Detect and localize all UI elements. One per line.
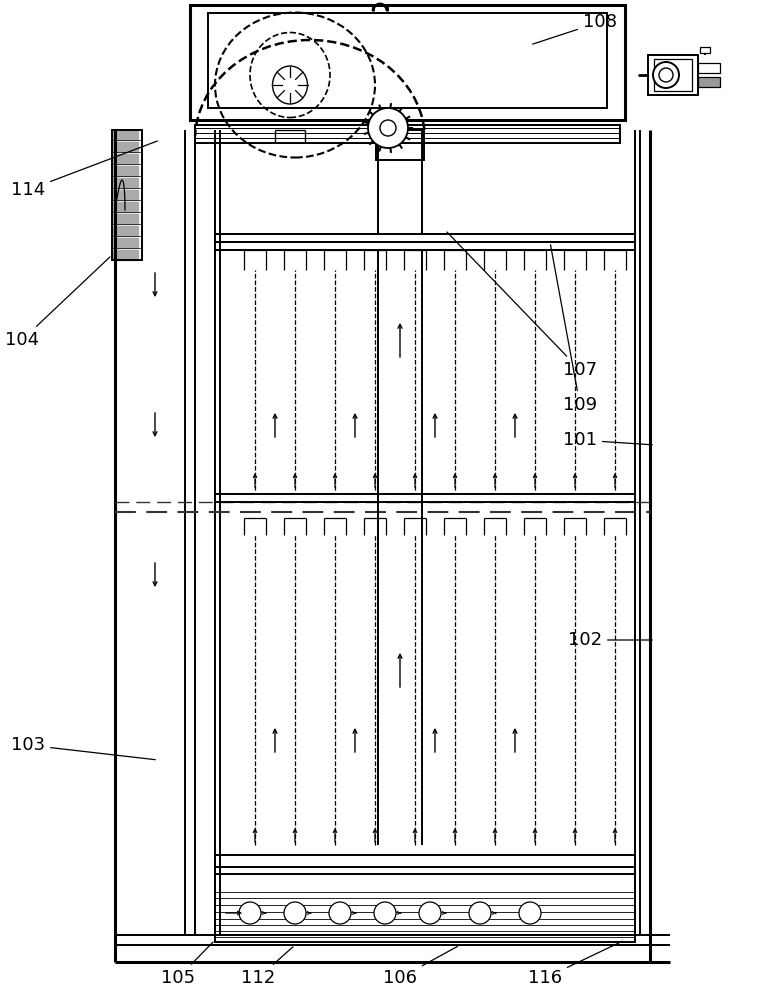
Polygon shape <box>112 190 120 200</box>
Circle shape <box>469 902 491 924</box>
Text: 109: 109 <box>550 245 597 414</box>
Circle shape <box>284 902 306 924</box>
Bar <box>195 125 620 143</box>
Bar <box>208 13 607 108</box>
Polygon shape <box>112 238 120 248</box>
Text: 101: 101 <box>563 431 652 449</box>
Text: 112: 112 <box>241 947 293 987</box>
Polygon shape <box>130 238 138 248</box>
Bar <box>698 63 720 73</box>
Polygon shape <box>112 202 120 212</box>
Bar <box>700 47 710 53</box>
Polygon shape <box>121 214 129 224</box>
Polygon shape <box>130 166 138 176</box>
Polygon shape <box>121 202 129 212</box>
Polygon shape <box>121 190 129 200</box>
Circle shape <box>419 902 441 924</box>
Bar <box>648 55 698 95</box>
Text: 114: 114 <box>11 141 157 199</box>
Polygon shape <box>130 142 138 152</box>
Polygon shape <box>130 178 138 188</box>
Polygon shape <box>112 214 120 224</box>
Polygon shape <box>121 166 129 176</box>
Polygon shape <box>112 250 120 260</box>
Circle shape <box>653 62 679 88</box>
Circle shape <box>239 902 261 924</box>
Polygon shape <box>112 226 120 236</box>
Text: 106: 106 <box>383 946 457 987</box>
Circle shape <box>519 902 541 924</box>
Polygon shape <box>130 214 138 224</box>
Text: 107: 107 <box>447 232 597 379</box>
Text: 102: 102 <box>568 631 652 649</box>
Bar <box>654 59 692 91</box>
Text: 104: 104 <box>5 257 110 349</box>
Polygon shape <box>121 250 129 260</box>
Polygon shape <box>130 226 138 236</box>
Polygon shape <box>121 238 129 248</box>
Polygon shape <box>121 142 129 152</box>
Polygon shape <box>130 130 138 140</box>
Polygon shape <box>121 154 129 164</box>
Polygon shape <box>130 250 138 260</box>
Polygon shape <box>112 142 120 152</box>
Polygon shape <box>121 226 129 236</box>
Text: 108: 108 <box>532 13 617 44</box>
Polygon shape <box>121 178 129 188</box>
Polygon shape <box>112 154 120 164</box>
Bar <box>190 5 625 120</box>
Text: 103: 103 <box>11 736 155 760</box>
Bar <box>376 130 424 160</box>
Polygon shape <box>130 154 138 164</box>
Bar <box>215 855 635 942</box>
Circle shape <box>368 108 408 148</box>
Polygon shape <box>121 130 129 140</box>
Text: 116: 116 <box>528 941 622 987</box>
Circle shape <box>374 902 396 924</box>
Polygon shape <box>112 178 120 188</box>
Polygon shape <box>130 190 138 200</box>
Text: 105: 105 <box>161 942 213 987</box>
Circle shape <box>329 902 351 924</box>
Bar <box>112 130 142 260</box>
Polygon shape <box>130 202 138 212</box>
Polygon shape <box>112 130 120 140</box>
Polygon shape <box>112 166 120 176</box>
Bar <box>698 77 720 87</box>
